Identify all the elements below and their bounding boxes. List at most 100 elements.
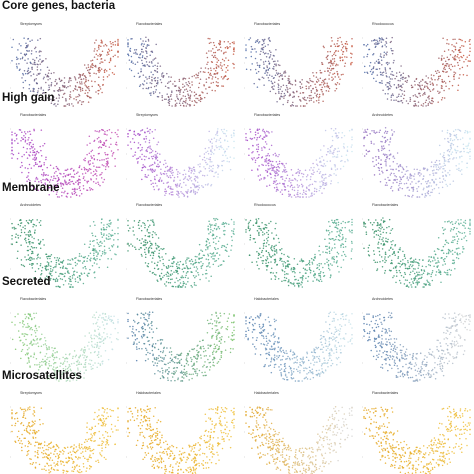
scatter-point	[127, 243, 129, 245]
scatter-point	[451, 249, 454, 252]
scatter-point	[97, 46, 100, 48]
scatter-point	[324, 82, 326, 84]
scatter-point	[109, 41, 112, 43]
scatter-point	[297, 284, 300, 287]
scatter-point	[331, 247, 334, 249]
scatter-point	[206, 150, 209, 153]
scatter-point	[431, 169, 434, 172]
scatter-point	[378, 254, 381, 256]
scatter-point	[392, 240, 394, 242]
scatter-point	[24, 256, 26, 258]
scatter-point	[217, 128, 219, 130]
scatter-point	[395, 176, 398, 178]
scatter-point	[221, 160, 223, 162]
scatter-point	[62, 273, 64, 275]
scatter-point	[328, 221, 330, 223]
scatter-point	[455, 42, 458, 44]
scatter-point	[275, 160, 278, 163]
scatter-point	[393, 251, 395, 253]
scatter-point	[19, 58, 22, 60]
scatter-point	[275, 180, 278, 182]
scatter-point	[391, 74, 394, 76]
scatter-point	[55, 170, 57, 173]
scatter-point	[232, 62, 234, 65]
scatter-point	[11, 133, 13, 136]
scatter-point	[140, 71, 142, 73]
scatter-point	[182, 178, 185, 181]
scatter-point	[266, 66, 269, 69]
scatter-point	[195, 261, 198, 264]
scatter-point	[29, 130, 31, 133]
scatter-point	[165, 285, 167, 287]
scatter-point	[95, 170, 98, 172]
scatter-point	[62, 175, 64, 178]
scatter-point	[205, 78, 208, 80]
scatter-point	[401, 76, 404, 79]
scatter-point	[66, 168, 69, 170]
scatter-point	[381, 226, 383, 229]
scatter-point	[186, 258, 188, 261]
scatter-point	[332, 156, 334, 158]
scatter-point	[351, 221, 353, 224]
scatter-point	[63, 191, 65, 194]
scatter-point	[276, 171, 278, 174]
scatter-point	[341, 227, 344, 229]
scatter-point	[262, 51, 265, 54]
scatter-point	[146, 63, 149, 66]
scatter-point	[429, 90, 432, 93]
scatter-point	[146, 78, 148, 80]
scatter-point	[280, 162, 283, 165]
scatter-point	[331, 79, 333, 82]
scatter-point	[71, 193, 74, 196]
scatter-point	[69, 173, 72, 175]
scatter-point	[199, 96, 202, 99]
scatter-point	[351, 129, 353, 131]
scatter-point	[180, 286, 182, 288]
scatter-point	[82, 282, 85, 285]
scatter-point	[415, 77, 418, 80]
scatter-point	[233, 157, 235, 159]
scatter-point	[336, 43, 338, 45]
scatter-point	[215, 223, 217, 225]
scatter-point	[213, 217, 215, 220]
scatter-point	[400, 74, 402, 76]
scatter-point	[138, 219, 141, 222]
scatter-point	[25, 45, 28, 47]
scatter-point	[390, 241, 392, 243]
scatter-point	[182, 91, 185, 93]
scatter-point	[191, 84, 193, 86]
scatter-point	[458, 57, 460, 59]
scatter-point	[155, 165, 158, 168]
scatter-point	[33, 277, 35, 279]
scatter-point	[215, 145, 217, 147]
scatter-point	[214, 51, 217, 54]
scatter-point	[157, 77, 159, 79]
scatter-point	[168, 81, 170, 83]
scatter-point	[45, 58, 47, 60]
scatter-point	[216, 252, 219, 254]
scatter-point	[404, 77, 406, 80]
scatter-point	[152, 185, 155, 188]
scatter-point	[320, 185, 322, 188]
scatter-point	[288, 78, 290, 80]
scatter-point	[405, 166, 408, 168]
scatter-point	[87, 92, 89, 94]
scatter-point	[97, 153, 100, 155]
scatter-point	[206, 92, 208, 95]
scatter-point	[264, 45, 267, 47]
scatter-point	[141, 148, 143, 151]
scatter-point	[266, 269, 268, 271]
scatter-point	[464, 235, 467, 237]
scatter-point	[343, 147, 345, 149]
scatter-point	[105, 70, 108, 72]
scatter-point	[46, 166, 48, 169]
scatter-point	[227, 40, 229, 43]
scatter-point	[15, 134, 18, 137]
scatter-point	[161, 179, 163, 182]
scatter-point	[327, 147, 329, 150]
scatter-point	[46, 275, 48, 278]
scatter-point	[76, 188, 78, 191]
scatter-point	[29, 179, 31, 182]
scatter-point	[314, 92, 316, 94]
scatter-point	[219, 141, 222, 144]
